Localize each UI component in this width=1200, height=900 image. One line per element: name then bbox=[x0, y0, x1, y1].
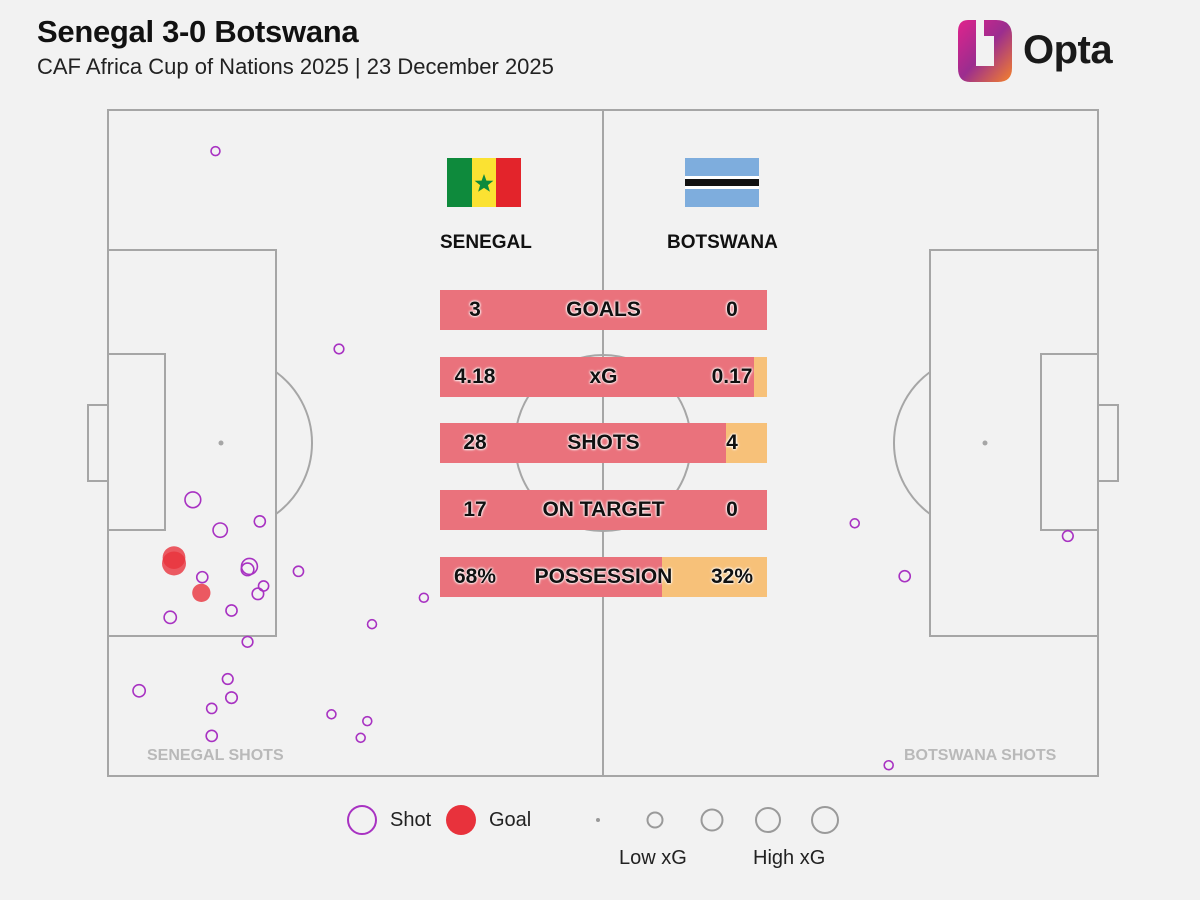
chart-title: Senegal 3-0 Botswana bbox=[37, 14, 359, 49]
home-bar bbox=[440, 490, 767, 530]
home-stat-value: 68% bbox=[453, 565, 497, 588]
legend-markers bbox=[347, 805, 839, 835]
right-penalty-area bbox=[929, 249, 1099, 637]
legend-low-xg-label: Low xG bbox=[619, 847, 687, 869]
legend-xg-size-marker bbox=[700, 808, 724, 832]
senegal-shot-marker bbox=[210, 145, 221, 157]
stat-row-xg: 4.18 xG 0.17 bbox=[440, 357, 767, 397]
home-bar bbox=[440, 423, 727, 463]
left-penalty-area bbox=[107, 249, 277, 637]
senegal-shot-marker bbox=[132, 683, 147, 698]
stat-label: SHOTS bbox=[567, 431, 640, 454]
stat-row-possession: 68% POSSESSION 32% bbox=[440, 557, 767, 597]
senegal-shot-marker bbox=[241, 635, 254, 648]
away-bar bbox=[726, 423, 767, 463]
away-team-name: BOTSWANA bbox=[667, 232, 778, 253]
senegal-shot-marker bbox=[292, 565, 305, 578]
away-shots-label: BOTSWANA SHOTS bbox=[904, 747, 1057, 764]
home-bar bbox=[440, 290, 767, 330]
senegal-shot-marker bbox=[163, 610, 178, 625]
senegal-goal-marker bbox=[192, 583, 211, 602]
legend-xg-size-marker bbox=[646, 811, 664, 829]
senegal-shot-marker bbox=[221, 672, 234, 686]
legend-high-xg-label: High xG bbox=[753, 847, 826, 869]
senegal-shot-marker bbox=[418, 592, 430, 604]
botswana-flag-icon bbox=[685, 158, 759, 207]
senegal-shot-marker bbox=[257, 580, 270, 592]
away-bar bbox=[754, 357, 767, 397]
legend-goal-label: Goal bbox=[489, 809, 532, 831]
legend-xg-size-marker bbox=[755, 807, 781, 833]
senegal-shot-marker bbox=[362, 715, 373, 727]
senegal-shot-marker bbox=[251, 587, 265, 601]
senegal-shot-marker bbox=[240, 562, 255, 577]
senegal-shot-marker bbox=[212, 522, 229, 539]
senegal-shot-marker bbox=[253, 515, 267, 528]
stat-label: GOALS bbox=[566, 298, 641, 321]
home-stat-value: 3 bbox=[469, 298, 481, 321]
away-stat-value: 4 bbox=[726, 431, 738, 454]
stat-row-goals: 3 GOALS 0 bbox=[440, 290, 767, 330]
opta-logo: Opta bbox=[956, 18, 1136, 84]
right-penalty-spot bbox=[982, 440, 988, 446]
opta-logo-icon bbox=[958, 20, 1012, 82]
legend-xg-size-marker bbox=[811, 806, 839, 834]
home-team-name: SENEGAL bbox=[440, 232, 532, 253]
right-penalty-arc bbox=[892, 371, 931, 515]
senegal-shot-marker bbox=[333, 343, 345, 355]
stat-row-shots: 28 SHOTS 4 bbox=[440, 423, 767, 463]
stat-row-on-target: 17 ON TARGET 0 bbox=[440, 490, 767, 530]
away-stat-value: 0 bbox=[726, 498, 738, 521]
left-penalty-arc bbox=[275, 371, 314, 515]
senegal-shot-marker bbox=[225, 604, 238, 617]
right-six-yard-box bbox=[1040, 353, 1099, 531]
left-goal bbox=[87, 404, 109, 482]
botswana-shot-marker bbox=[898, 569, 912, 583]
legend-goal-icon bbox=[446, 805, 476, 835]
senegal-shot-marker bbox=[326, 709, 337, 720]
away-stat-value: 32% bbox=[710, 565, 754, 588]
away-bar bbox=[662, 557, 767, 597]
left-penalty-spot bbox=[218, 440, 224, 446]
away-stat-value: 0.17 bbox=[711, 365, 753, 388]
home-bar bbox=[440, 557, 663, 597]
right-goal bbox=[1097, 404, 1119, 482]
stat-label: ON TARGET bbox=[542, 498, 665, 521]
stat-label: xG bbox=[589, 365, 618, 388]
home-bar bbox=[440, 357, 755, 397]
home-stat-value: 17 bbox=[463, 498, 487, 521]
senegal-shot-marker bbox=[224, 691, 239, 705]
senegal-shot-marker bbox=[184, 491, 202, 509]
legend-shot-icon bbox=[347, 805, 377, 835]
left-six-yard-box bbox=[107, 353, 166, 531]
home-stat-value: 4.18 bbox=[454, 365, 496, 388]
stat-label: POSSESSION bbox=[534, 565, 673, 588]
opta-wordmark: Opta bbox=[1023, 28, 1113, 72]
botswana-shot-marker bbox=[1061, 529, 1074, 543]
legend-shot-label: Shot bbox=[390, 809, 432, 831]
chart-subtitle: CAF Africa Cup of Nations 2025 | 23 Dece… bbox=[37, 54, 554, 79]
senegal-shot-marker bbox=[240, 557, 259, 576]
home-stat-value: 28 bbox=[463, 431, 487, 454]
shots-layer bbox=[132, 145, 1074, 771]
botswana-shot-marker bbox=[883, 759, 894, 771]
senegal-shot-marker bbox=[195, 570, 209, 584]
botswana-shot-marker bbox=[849, 518, 861, 529]
away-stat-value: 0 bbox=[726, 298, 738, 321]
senegal-flag-icon bbox=[447, 158, 521, 207]
senegal-shot-marker bbox=[366, 618, 378, 630]
home-shots-label: SENEGAL SHOTS bbox=[147, 747, 284, 764]
senegal-shot-marker bbox=[205, 702, 218, 715]
senegal-shot-marker bbox=[205, 729, 219, 743]
senegal-goal-marker bbox=[162, 551, 186, 576]
senegal-shot-marker bbox=[355, 732, 366, 744]
legend-xg-size-marker bbox=[596, 818, 600, 822]
